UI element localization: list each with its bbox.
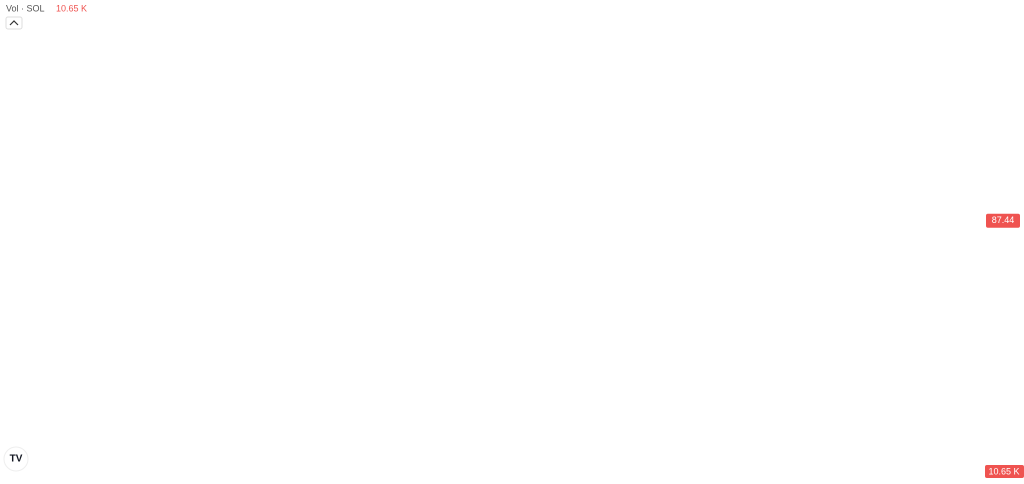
collapse-button[interactable]: [5, 16, 23, 30]
tv-logo[interactable]: TV: [3, 446, 29, 472]
last-price-box: [986, 213, 1020, 228]
last-price-label: 87.44: [992, 215, 1015, 225]
price-axis: [985, 0, 1024, 479]
svg-text:TV: TV: [10, 454, 23, 465]
last-volume-box: [985, 465, 1024, 478]
legend-name: Vol · SOL: [6, 3, 45, 13]
last-volume-label: 10.65 K: [988, 466, 1019, 476]
legend-value: 10.65 K: [56, 3, 87, 13]
